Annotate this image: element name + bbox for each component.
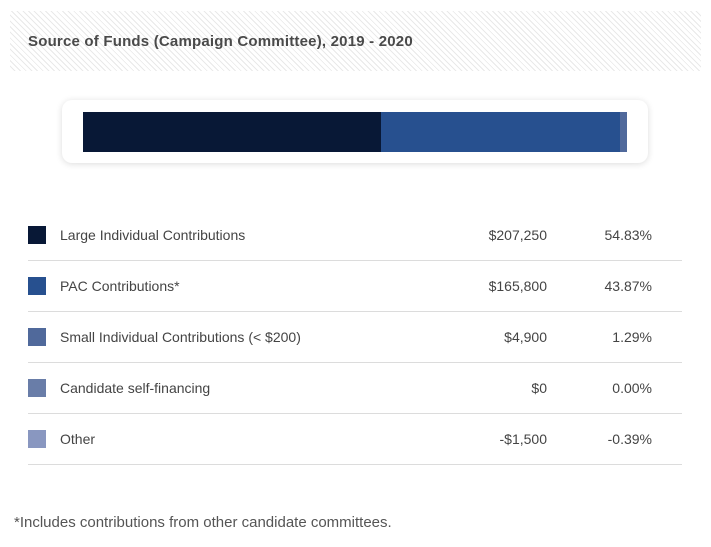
legend-label: Candidate self-financing	[60, 380, 211, 396]
legend-percent: -0.39%	[607, 431, 652, 447]
page-title: Source of Funds (Campaign Committee), 20…	[28, 32, 413, 50]
legend-row: PAC Contributions* $165,800 43.87%	[28, 261, 682, 312]
legend-row: Large Individual Contributions $207,250 54…	[28, 210, 682, 261]
legend-swatch	[28, 379, 46, 397]
bar-segment[interactable]	[619, 111, 627, 152]
legend-amount: -$1,500	[499, 431, 547, 447]
legend-row: Candidate self-financing $0 0.00%	[28, 363, 682, 414]
legend-label: Large Individual Contributions	[60, 227, 246, 243]
legend-row: Small Individual Contributions (< $200) $…	[28, 312, 682, 363]
legend-amount: $165,800	[488, 278, 547, 294]
legend-swatch	[28, 226, 46, 244]
legend-table: Large Individual Contributions $207,250 54…	[28, 210, 682, 465]
legend-percent: 1.29%	[612, 329, 652, 345]
footnote: *Includes contributions from other candi…	[14, 514, 392, 531]
legend-percent: 54.83%	[604, 227, 652, 243]
legend-amount: $207,250	[488, 227, 547, 243]
legend-label: PAC Contributions*	[60, 278, 180, 294]
legend-swatch	[28, 277, 46, 295]
legend-percent: 43.87%	[604, 278, 652, 294]
stacked-bar	[83, 111, 627, 152]
legend-label: Other	[60, 431, 96, 447]
header-band: Source of Funds (Campaign Committee), 20…	[10, 11, 701, 71]
bar-segment[interactable]	[83, 111, 382, 152]
legend-label: Small Individual Contributions (< $200)	[60, 329, 301, 345]
legend-swatch	[28, 328, 46, 346]
bar-segment[interactable]	[381, 111, 620, 152]
legend-amount: $4,900	[504, 329, 547, 345]
legend-swatch	[28, 430, 46, 448]
chart-card	[62, 100, 648, 163]
legend-percent: 0.00%	[612, 380, 652, 396]
legend-row: Other -$1,500 -0.39%	[28, 414, 682, 465]
legend-amount: $0	[531, 380, 547, 396]
